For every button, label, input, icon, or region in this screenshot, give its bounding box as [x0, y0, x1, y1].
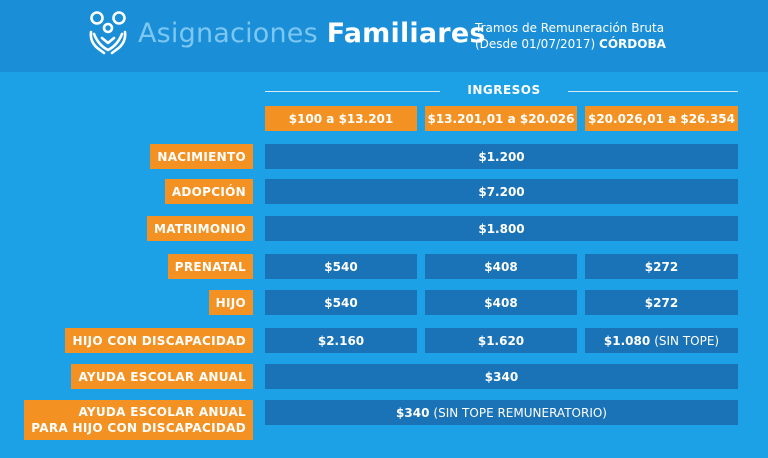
cell-value: $540 [324, 295, 358, 310]
title-bold: Familiares [326, 18, 486, 49]
subtitle: Tramos de Remuneración Bruta (Desde 01/0… [475, 20, 666, 52]
cell-value: $408 [484, 259, 518, 274]
cell-value: $1.800 [478, 221, 525, 236]
cell-value: $540 [324, 259, 358, 274]
cell-note: (SIN TOPE REMUNERATORIO) [433, 405, 607, 420]
range-2: $13.201,01 a $20.026 [425, 106, 577, 131]
range-1: $100 a $13.201 [265, 106, 417, 131]
page-title: Asignaciones Familiares [138, 17, 486, 51]
cell-hijo-discapacidad-2: $1.620 [425, 328, 577, 353]
cell-value: $340 [396, 405, 430, 420]
cell-value: $340 [484, 369, 519, 384]
cell-value: $272 [644, 259, 679, 274]
cell-matrimonio: $1.800 [265, 216, 738, 241]
cell-value: $7.200 [478, 184, 525, 199]
cell-note: (SIN TOPE) [654, 333, 720, 348]
cell-ayuda-escolar-discapacidad: $340 (SIN TOPE REMUNERATORIO) [265, 400, 738, 425]
range-3: $20.026,01 a $26.354 [585, 106, 738, 131]
cell-hijo-1: $540 [265, 290, 417, 315]
cell-prenatal-2: $408 [425, 254, 577, 279]
row-label-ayuda-escolar: AYUDA ESCOLAR ANUAL [71, 364, 253, 389]
ingresos-label: INGRESOS [467, 83, 541, 97]
cell-value: $1.620 [477, 333, 525, 348]
ingresos-line-right [568, 91, 738, 92]
cell-prenatal-1: $540 [265, 254, 417, 279]
cell-value: $1.200 [478, 149, 525, 164]
title-light: Asignaciones [138, 18, 318, 49]
row-label-prenatal: PRENATAL [167, 254, 253, 279]
subtitle-line2: (Desde 01/07/2017) CÓRDOBA [475, 36, 666, 52]
subtitle-date: (Desde 01/07/2017) [475, 37, 596, 51]
cell-hijo-discapacidad-3: $1.080 (SIN TOPE) [585, 328, 738, 353]
cell-hijo-discapacidad-1: $2.160 [265, 328, 417, 353]
cell-adopcion: $7.200 [265, 179, 738, 204]
row-label-hijo-discapacidad: HIJO CON DISCAPACIDAD [65, 328, 253, 353]
subtitle-place: CÓRDOBA [599, 37, 666, 51]
label-line2: PARA HIJO CON DISCAPACIDAD [31, 421, 246, 435]
cell-nacimiento: $1.200 [265, 144, 738, 169]
cell-prenatal-3: $272 [585, 254, 738, 279]
ingresos-line-left [265, 91, 440, 92]
row-label-adopcion: ADOPCIÓN [164, 179, 253, 204]
cell-hijo-3: $272 [585, 290, 738, 315]
subtitle-line1: Tramos de Remuneración Bruta [475, 21, 665, 35]
label-line1: AYUDA ESCOLAR ANUAL [78, 405, 246, 419]
cell-value: $2.160 [317, 333, 365, 348]
cell-value: $272 [644, 295, 679, 310]
row-label-matrimonio: MATRIMONIO [146, 216, 253, 241]
header-banner: Asignaciones Familiares Tramos de Remune… [0, 0, 768, 72]
cell-ayuda-escolar: $340 [265, 364, 738, 389]
cell-value: $1.080 [603, 333, 651, 348]
row-label-nacimiento: NACIMIENTO [150, 144, 253, 169]
row-label-ayuda-escolar-discapacidad: AYUDA ESCOLAR ANUAL PARA HIJO CON DISCAP… [24, 400, 253, 440]
cell-hijo-2: $408 [425, 290, 577, 315]
cell-value: $408 [484, 295, 518, 310]
row-label-hijo: HIJO [208, 290, 253, 315]
family-icon [89, 11, 127, 55]
